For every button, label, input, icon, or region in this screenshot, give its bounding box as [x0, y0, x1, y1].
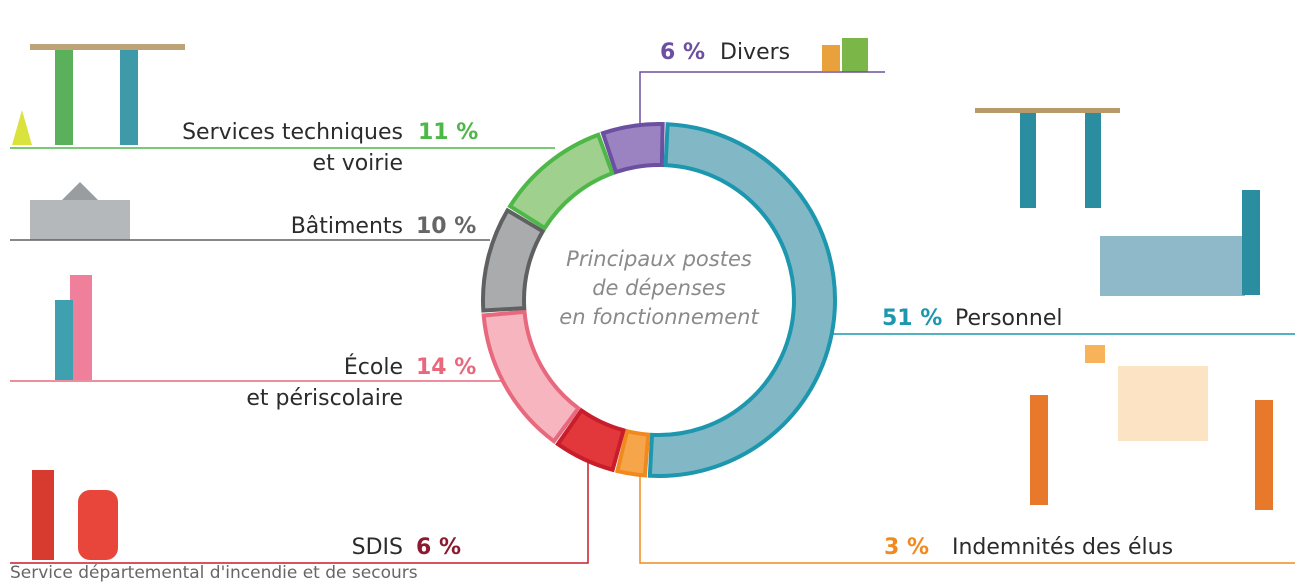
value-label: 6 %	[416, 532, 461, 563]
illustration-firefighter	[32, 470, 118, 560]
chart-title: Principaux postes de dépenses en fonctio…	[529, 245, 789, 332]
category-label: Divers	[720, 37, 790, 68]
illustration-office	[975, 108, 1260, 296]
category-label: Services techniques et voirie	[182, 117, 403, 179]
page: {"chart_data": {"type": "donut", "title"…	[0, 0, 1295, 584]
value-label: 6 %	[660, 37, 705, 68]
category-label: École et périscolaire	[246, 352, 403, 414]
donut-segment	[603, 124, 663, 172]
illustration-workers	[12, 44, 185, 145]
value-label: 11 %	[418, 117, 478, 148]
donut-segment	[510, 135, 612, 228]
category-label: Personnel	[955, 303, 1063, 334]
illustration-building	[30, 182, 130, 240]
illustration-meeting	[1030, 345, 1273, 510]
annotation: Service départemental d'incendie et de s…	[10, 563, 418, 583]
category-label: Bâtiments	[291, 211, 403, 242]
value-label: 14 %	[416, 352, 476, 383]
value-label: 3 %	[884, 532, 929, 563]
value-label: 51 %	[882, 303, 942, 334]
illustration-supplies	[822, 38, 868, 72]
category-label: Indemnités des élus	[952, 532, 1173, 563]
category-label: SDIS	[352, 532, 403, 563]
illustration-family	[55, 275, 92, 380]
value-label: 10 %	[416, 211, 476, 242]
leader-line	[640, 72, 885, 130]
